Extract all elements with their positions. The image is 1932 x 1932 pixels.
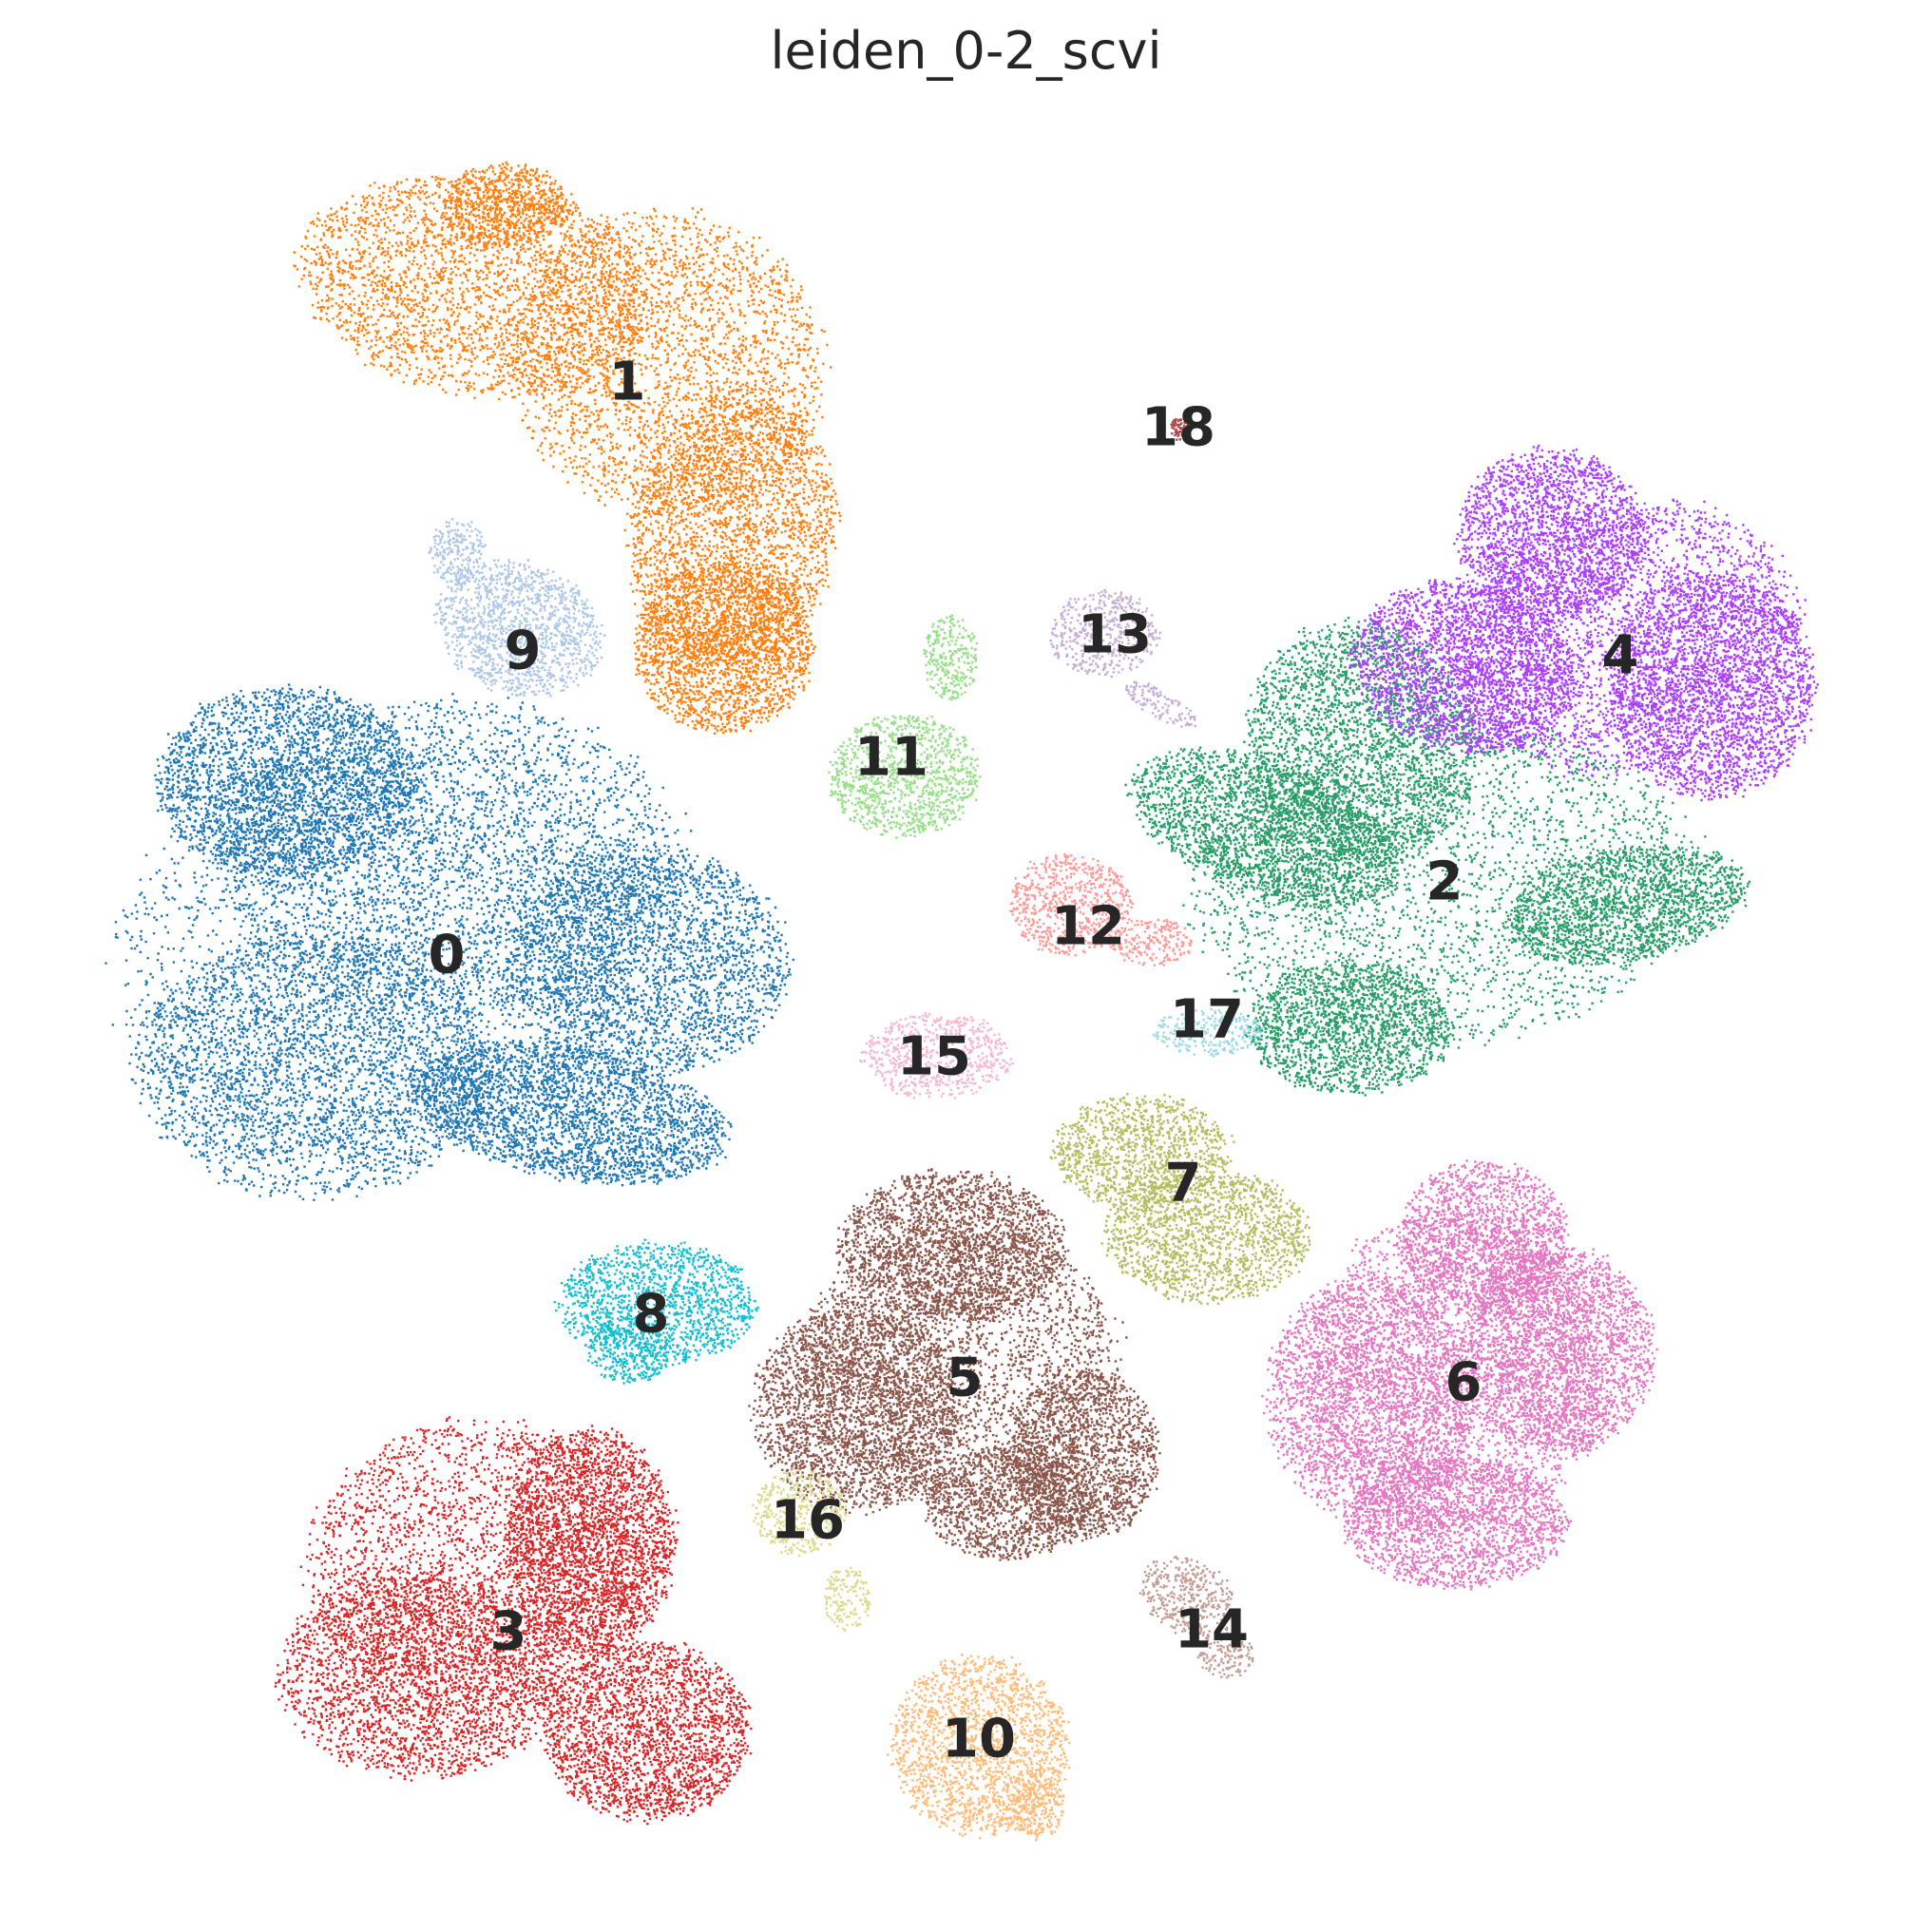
cluster-5-points xyxy=(748,1168,1161,1561)
cluster-label-0: 0 xyxy=(429,925,466,986)
cluster-13-points xyxy=(1049,588,1196,728)
cluster-4-point-cloud xyxy=(1347,444,1819,802)
cluster-2-point-cloud xyxy=(1124,617,1751,1097)
cluster-12-points xyxy=(1009,852,1193,966)
cluster-15-point-cloud xyxy=(859,1012,1014,1100)
cluster-1-points xyxy=(293,161,842,735)
cluster-16-points xyxy=(752,1469,871,1632)
cluster-11-points xyxy=(828,614,982,839)
cluster-18-points xyxy=(1170,417,1193,441)
cluster-12-point-cloud xyxy=(1009,852,1193,966)
cluster-label-10: 10 xyxy=(942,1709,1016,1770)
cluster-1-point-cloud xyxy=(293,161,842,735)
chart-title: leiden_0-2_scvi xyxy=(770,21,1162,81)
cluster-0-point-cloud xyxy=(105,683,795,1201)
cluster-9-points xyxy=(428,518,606,698)
cluster-label-13: 13 xyxy=(1078,604,1152,666)
cluster-5-point-cloud xyxy=(748,1168,1161,1561)
cluster-16-point-cloud xyxy=(752,1469,871,1632)
cluster-7-points xyxy=(1049,1093,1311,1306)
cluster-8-points xyxy=(553,1238,759,1385)
cluster-label-12: 12 xyxy=(1051,896,1125,958)
cluster-label-7: 7 xyxy=(1165,1153,1202,1215)
cluster-17-points xyxy=(1152,1007,1263,1058)
cluster-7-point-cloud xyxy=(1049,1093,1311,1306)
cluster-label-6: 6 xyxy=(1445,1352,1482,1414)
points-layer xyxy=(105,161,1819,1842)
cluster-label-2: 2 xyxy=(1426,851,1463,913)
cluster-6-point-cloud xyxy=(1261,1159,1658,1591)
cluster-2-points xyxy=(1124,617,1751,1097)
cluster-label-14: 14 xyxy=(1175,1599,1249,1661)
cluster-3-points xyxy=(274,1416,753,1826)
cluster-0-points xyxy=(105,683,795,1201)
cluster-label-1: 1 xyxy=(609,352,646,413)
cluster-8-point-cloud xyxy=(553,1238,759,1385)
cluster-6-points xyxy=(1261,1159,1658,1591)
cluster-label-11: 11 xyxy=(854,727,928,789)
cluster-10-points xyxy=(887,1654,1071,1842)
cluster-3-point-cloud xyxy=(274,1416,753,1826)
cluster-label-18: 18 xyxy=(1141,397,1215,459)
cluster-10-point-cloud xyxy=(887,1654,1071,1842)
cluster-label-5: 5 xyxy=(947,1348,984,1409)
cluster-label-3: 3 xyxy=(490,1601,527,1663)
cluster-label-4: 4 xyxy=(1602,625,1639,687)
cluster-label-15: 15 xyxy=(897,1026,971,1088)
cluster-18-point-cloud xyxy=(1170,417,1193,441)
cluster-15-points xyxy=(859,1012,1014,1100)
cluster-14-point-cloud xyxy=(1138,1556,1254,1679)
cluster-13-point-cloud xyxy=(1049,588,1196,728)
cluster-label-17: 17 xyxy=(1170,989,1244,1051)
cluster-14-points xyxy=(1138,1556,1254,1679)
cluster-9-point-cloud xyxy=(428,518,606,698)
cluster-17-point-cloud xyxy=(1152,1007,1263,1058)
cluster-label-16: 16 xyxy=(771,1490,845,1552)
cluster-11-point-cloud xyxy=(828,614,982,839)
cluster-label-9: 9 xyxy=(505,621,542,682)
cluster-label-8: 8 xyxy=(633,1284,670,1346)
cluster-4-points xyxy=(1347,444,1819,802)
